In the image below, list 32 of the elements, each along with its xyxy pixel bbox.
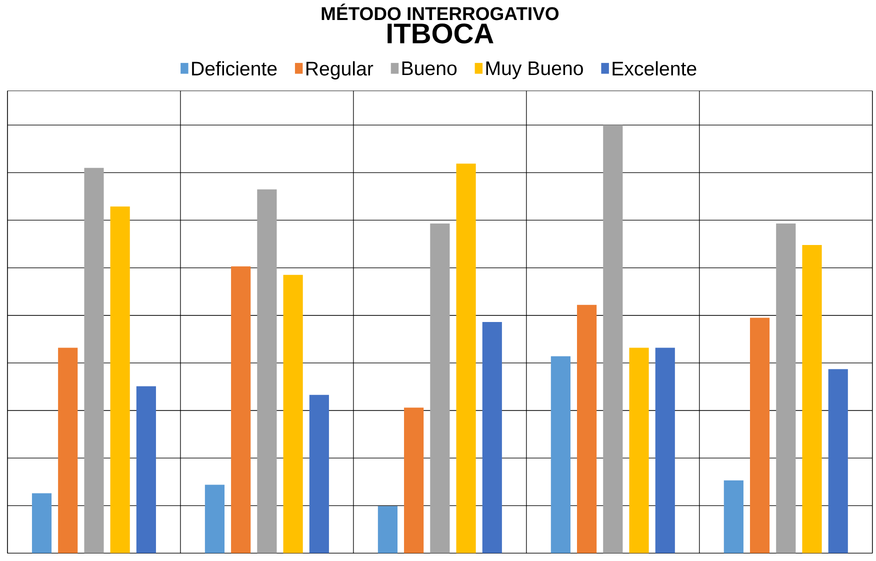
bar bbox=[204, 484, 225, 554]
bar bbox=[84, 168, 104, 554]
bar bbox=[776, 224, 796, 554]
bar bbox=[257, 189, 277, 554]
legend-label: Muy Bueno bbox=[486, 62, 583, 80]
bar bbox=[430, 224, 450, 554]
bar bbox=[309, 394, 329, 554]
bar bbox=[802, 245, 822, 554]
bar bbox=[724, 480, 744, 554]
bar bbox=[456, 164, 476, 554]
legend-label: Excelente bbox=[612, 61, 696, 76]
bar bbox=[550, 356, 570, 554]
chart-subtitle: ITBOCA bbox=[388, 24, 494, 44]
chart-title: MÉTODO INTERROGATIVO bbox=[322, 4, 559, 20]
bar bbox=[110, 206, 130, 554]
bar bbox=[283, 275, 303, 554]
bar bbox=[655, 348, 675, 554]
bar bbox=[828, 369, 848, 554]
legend-label: Deficiente bbox=[192, 61, 277, 76]
legend-label: Regular bbox=[306, 61, 374, 80]
bar bbox=[136, 386, 156, 554]
bar bbox=[404, 408, 424, 554]
bar bbox=[58, 348, 78, 554]
legend-label: Bueno bbox=[402, 62, 457, 76]
bar bbox=[378, 506, 398, 554]
bar bbox=[603, 125, 623, 554]
bar bbox=[750, 318, 770, 554]
bar bbox=[32, 493, 52, 554]
bar bbox=[482, 322, 502, 554]
bar bbox=[629, 348, 649, 554]
bar bbox=[577, 305, 597, 554]
bar bbox=[231, 266, 251, 554]
